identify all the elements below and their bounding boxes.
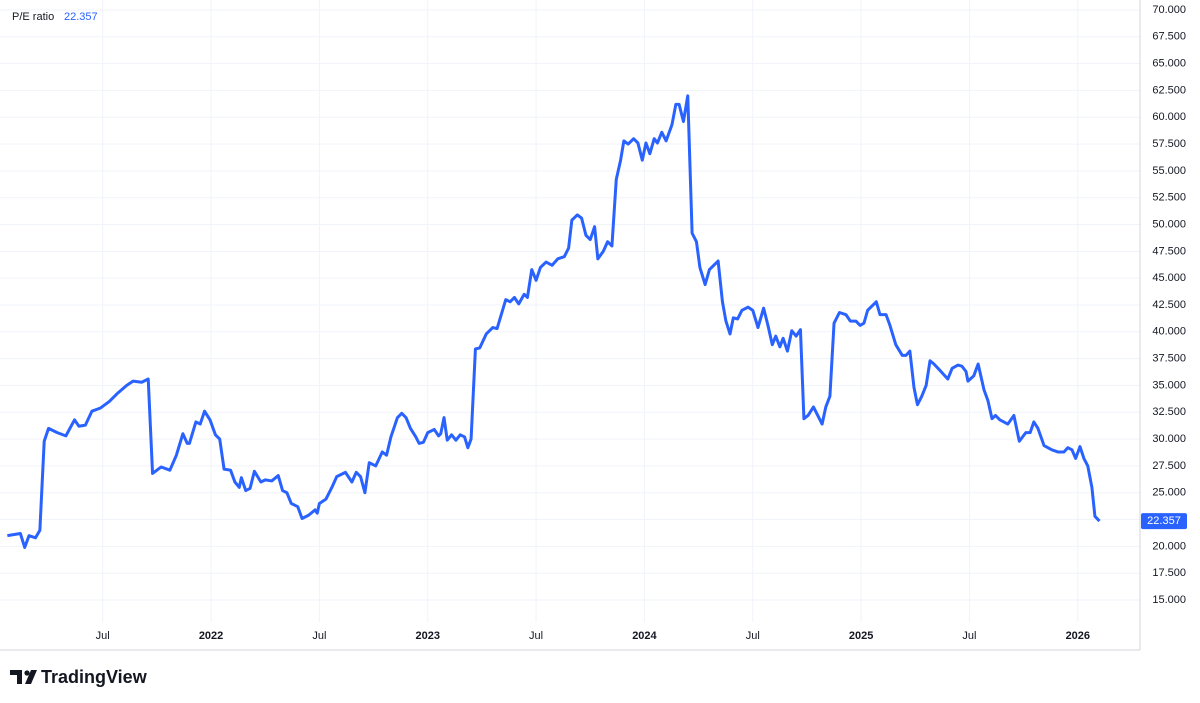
x-tick-label: 2022	[199, 630, 223, 642]
grid	[0, 0, 1140, 622]
y-tick-label: 50.000	[1152, 218, 1186, 230]
y-tick-label: 17.500	[1152, 567, 1186, 579]
y-tick-label: 55.000	[1152, 165, 1186, 177]
y-tick-label: 15.000	[1152, 594, 1186, 606]
x-tick-label: Jul	[746, 630, 760, 642]
series-name: P/E ratio	[12, 11, 54, 23]
y-tick-label: 45.000	[1152, 272, 1186, 284]
price-tag	[1141, 513, 1187, 530]
y-tick-label: 60.000	[1152, 111, 1186, 123]
logo-text: TradingView	[41, 667, 148, 687]
y-tick-label: 27.500	[1152, 460, 1186, 472]
price-tag-label: 22.357	[1147, 515, 1181, 527]
y-tick-label: 52.500	[1152, 192, 1186, 204]
y-tick-label: 35.000	[1152, 379, 1186, 391]
last-value: 22.357	[64, 11, 98, 23]
x-tick-label: Jul	[529, 630, 543, 642]
y-tick-label: 40.000	[1152, 326, 1186, 338]
y-tick-label: 65.000	[1152, 58, 1186, 70]
y-tick-label: 25.000	[1152, 487, 1186, 499]
x-tick-label: 2023	[416, 630, 440, 642]
x-tick-label: 2024	[632, 630, 657, 642]
plot	[7, 94, 1101, 549]
line-series	[7, 94, 1101, 549]
x-tick-label: Jul	[962, 630, 976, 642]
x-tick-label: Jul	[312, 630, 326, 642]
x-tick-label: Jul	[96, 630, 110, 642]
y-tick-label: 32.500	[1152, 406, 1186, 418]
logo: TradingView	[10, 667, 148, 687]
y-tick-label: 47.500	[1152, 245, 1186, 257]
y-tick-label: 42.500	[1152, 299, 1186, 311]
y-tick-label: 67.500	[1152, 31, 1186, 43]
y-tick-label: 30.000	[1152, 433, 1186, 445]
x-tick-label: 2026	[1066, 630, 1090, 642]
y-tick-label: 37.500	[1152, 353, 1186, 365]
y-tick-label: 62.500	[1152, 84, 1186, 96]
y-tick-label: 70.000	[1152, 4, 1186, 16]
y-tick-label: 57.500	[1152, 138, 1186, 150]
x-tick-label: 2025	[849, 630, 873, 642]
y-tick-label: 20.000	[1152, 540, 1186, 552]
